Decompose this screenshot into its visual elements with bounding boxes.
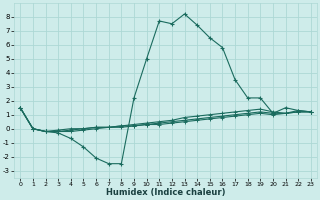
- X-axis label: Humidex (Indice chaleur): Humidex (Indice chaleur): [106, 188, 225, 197]
